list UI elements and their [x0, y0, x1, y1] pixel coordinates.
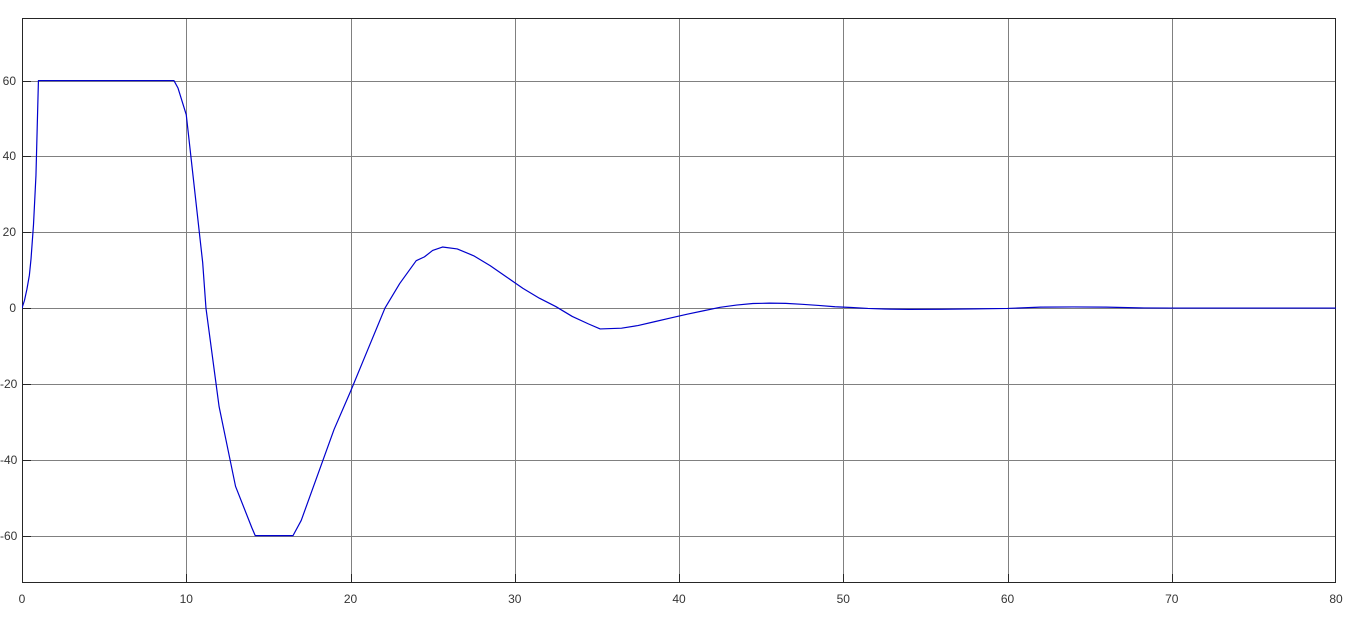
x-tick-label: 50 — [836, 592, 850, 606]
x-tick-label: 20 — [343, 592, 358, 606]
x-tick-label: 10 — [179, 592, 193, 606]
x-tick-label: 60 — [1000, 592, 1015, 606]
x-tick-label: 0 — [18, 592, 26, 606]
x-tick-label: 40 — [672, 592, 686, 606]
x-tick-label: 80 — [1329, 592, 1343, 606]
axis-ticks — [22, 81, 1173, 583]
y-tick-label: 60 — [2, 73, 16, 88]
data-series — [22, 79, 1336, 537]
grid-lines — [22, 18, 1336, 583]
y-tick-label: 40 — [2, 149, 16, 164]
y-tick-label: 20 — [2, 225, 16, 240]
plot-area — [22, 18, 1336, 583]
x-tick-label: 70 — [1165, 592, 1179, 606]
y-tick-label: -20 — [0, 376, 18, 391]
y-tick-label: -60 — [0, 528, 18, 543]
x-tick-label: 30 — [508, 592, 522, 606]
y-tick-label: 0 — [9, 301, 16, 316]
series-line — [22, 79, 1336, 537]
y-tick-label: -40 — [0, 452, 18, 467]
axis-frame — [22, 18, 1336, 583]
plot-svg — [22, 18, 1336, 583]
